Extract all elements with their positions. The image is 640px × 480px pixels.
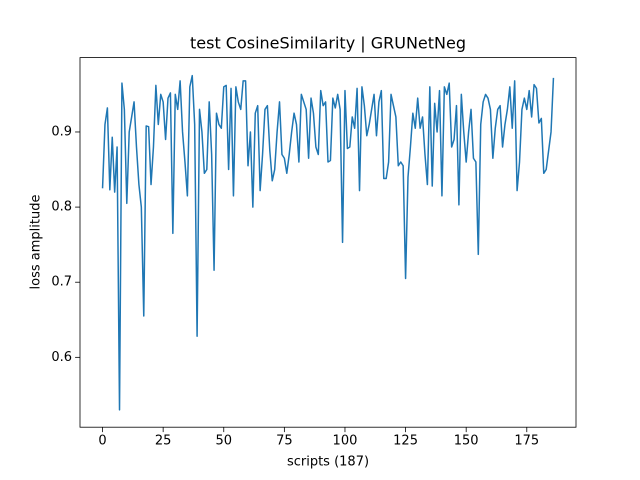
y-tick-label: 0.6 (51, 350, 72, 365)
x-tick-label: 50 (215, 434, 232, 449)
x-tick-label: 175 (514, 434, 539, 449)
y-tick-label: 0.8 (51, 200, 72, 215)
x-tick-label: 150 (454, 434, 479, 449)
x-axis-label: scripts (187) (287, 455, 369, 470)
x-tick-label: 75 (276, 434, 293, 449)
data-line (101, 74, 555, 411)
chart-title: test CosineSimilarity | GRUNetNeg (190, 34, 466, 53)
x-tick-label: 125 (393, 434, 418, 449)
x-tick-label: 100 (333, 434, 358, 449)
y-tick-label: 0.7 (51, 275, 72, 290)
x-tick-label: 25 (155, 434, 172, 449)
x-tick-label: 0 (98, 434, 106, 449)
plot-frame (79, 57, 577, 428)
y-tick-label: 0.9 (51, 124, 72, 139)
y-axis-label: loss amplitude (29, 195, 44, 290)
